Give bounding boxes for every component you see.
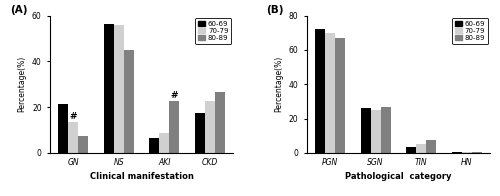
X-axis label: Clinical manifestation: Clinical manifestation xyxy=(90,172,194,181)
Bar xyxy=(452,152,462,153)
Bar xyxy=(78,136,88,153)
Bar xyxy=(160,133,170,153)
Bar xyxy=(462,152,471,153)
Bar xyxy=(472,152,482,153)
Bar xyxy=(335,38,345,153)
Bar xyxy=(325,33,335,153)
Y-axis label: Percentage(%): Percentage(%) xyxy=(274,56,283,112)
X-axis label: Pathological  category: Pathological category xyxy=(345,172,452,181)
Bar xyxy=(315,29,325,153)
Text: (B): (B) xyxy=(266,5,284,15)
Legend: 60-69, 70-79, 80-89: 60-69, 70-79, 80-89 xyxy=(196,18,231,44)
Bar xyxy=(215,92,225,153)
Text: (A): (A) xyxy=(10,5,27,15)
Bar xyxy=(205,102,215,153)
Bar xyxy=(195,113,205,153)
Bar xyxy=(114,25,124,153)
Text: #: # xyxy=(70,112,77,121)
Bar xyxy=(360,108,370,153)
Bar xyxy=(104,24,114,153)
Text: #: # xyxy=(170,91,178,100)
Bar xyxy=(124,50,134,153)
Bar xyxy=(416,144,426,153)
Bar xyxy=(170,102,179,153)
Y-axis label: Percentage(%): Percentage(%) xyxy=(18,56,26,112)
Bar xyxy=(150,138,160,153)
Bar xyxy=(68,122,78,153)
Bar xyxy=(426,140,436,153)
Bar xyxy=(406,147,416,153)
Bar xyxy=(380,107,390,153)
Bar xyxy=(370,110,380,153)
Bar xyxy=(58,104,68,153)
Legend: 60-69, 70-79, 80-89: 60-69, 70-79, 80-89 xyxy=(452,18,488,44)
